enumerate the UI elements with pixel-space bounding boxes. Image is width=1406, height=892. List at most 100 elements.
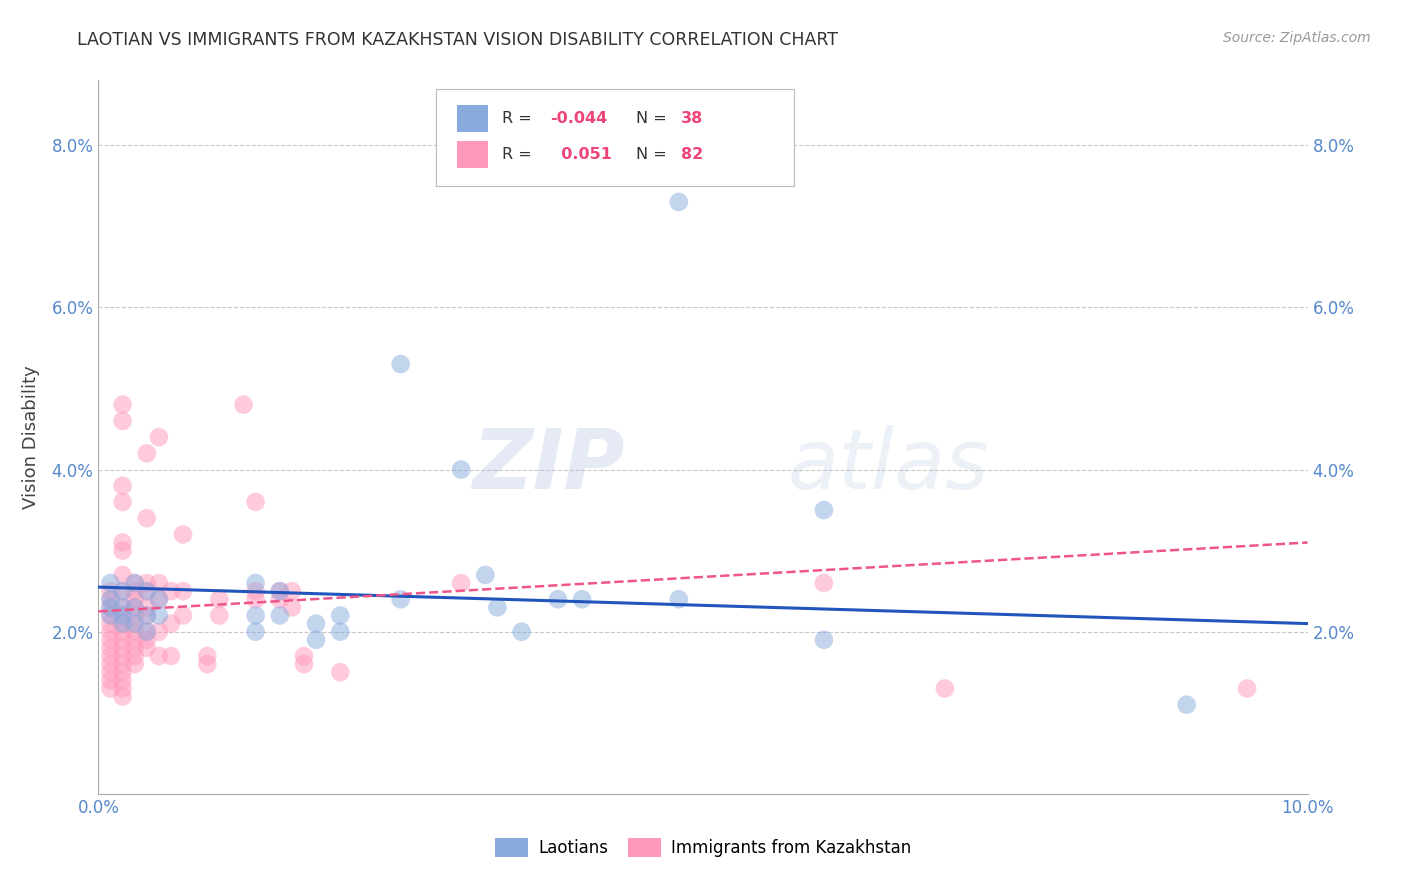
Point (100, 600, 122, 615)
Point (148, 648, 170, 663)
Point (269, 584, 291, 599)
Point (329, 665, 352, 680)
Point (124, 600, 146, 615)
Point (813, 576, 835, 591)
Point (135, 600, 157, 615)
Point (100, 632, 122, 647)
Point (111, 665, 134, 680)
Point (160, 584, 183, 599)
Point (100, 592, 122, 607)
Text: atlas: atlas (787, 425, 990, 506)
Point (124, 632, 146, 647)
Point (135, 608, 157, 623)
Point (172, 584, 194, 599)
Point (111, 632, 134, 647)
Point (111, 608, 134, 623)
Point (124, 576, 146, 591)
Point (111, 600, 134, 615)
Point (389, 357, 412, 371)
Point (111, 624, 134, 639)
Point (124, 648, 146, 663)
Point (111, 543, 134, 558)
Point (305, 632, 328, 647)
Point (813, 632, 835, 647)
Point (111, 584, 134, 599)
Point (668, 194, 690, 209)
Point (148, 430, 170, 444)
Point (172, 608, 194, 623)
Point (1236, 681, 1258, 696)
Point (135, 576, 157, 591)
Point (100, 681, 122, 696)
Point (450, 462, 472, 476)
Point (195, 657, 218, 672)
Point (111, 657, 134, 672)
Point (148, 624, 170, 639)
Point (208, 592, 231, 607)
Point (100, 584, 122, 599)
Y-axis label: Vision Disability: Vision Disability (22, 365, 41, 509)
Point (160, 616, 183, 631)
Point (148, 576, 170, 591)
Point (269, 592, 291, 607)
Point (111, 568, 134, 582)
Point (813, 503, 835, 517)
Point (100, 616, 122, 631)
Point (111, 414, 134, 428)
Point (100, 657, 122, 672)
Point (269, 584, 291, 599)
Point (510, 624, 533, 639)
Point (245, 584, 267, 599)
Point (100, 648, 122, 663)
Point (124, 624, 146, 639)
Point (148, 608, 170, 623)
Point (124, 592, 146, 607)
Text: LAOTIAN VS IMMIGRANTS FROM KAZAKHSTAN VISION DISABILITY CORRELATION CHART: LAOTIAN VS IMMIGRANTS FROM KAZAKHSTAN VI… (77, 31, 838, 49)
Point (135, 584, 157, 599)
Point (111, 616, 134, 631)
Point (547, 592, 569, 607)
Point (160, 648, 183, 663)
Point (329, 608, 352, 623)
Point (124, 616, 146, 631)
Point (124, 657, 146, 672)
Point (111, 608, 134, 623)
Point (135, 446, 157, 460)
Point (135, 608, 157, 623)
Point (100, 592, 122, 607)
Point (269, 608, 291, 623)
Point (135, 624, 157, 639)
Point (111, 479, 134, 493)
Text: N =: N = (636, 112, 672, 126)
Point (148, 592, 170, 607)
Point (124, 600, 146, 615)
Point (100, 608, 122, 623)
Point (111, 600, 134, 615)
Point (281, 600, 304, 615)
Point (100, 665, 122, 680)
Point (100, 673, 122, 688)
Point (148, 592, 170, 607)
Point (124, 616, 146, 631)
Point (305, 616, 328, 631)
Point (111, 673, 134, 688)
Point (111, 616, 134, 631)
Text: 38: 38 (681, 112, 703, 126)
Text: ZIP: ZIP (472, 425, 624, 506)
Point (124, 640, 146, 655)
Text: R =: R = (502, 147, 537, 161)
Point (474, 568, 496, 582)
Point (111, 648, 134, 663)
Point (135, 632, 157, 647)
Text: 82: 82 (681, 147, 703, 161)
Point (100, 600, 122, 615)
Point (486, 600, 509, 615)
Text: -0.044: -0.044 (550, 112, 607, 126)
Point (450, 576, 472, 591)
Point (100, 624, 122, 639)
Point (245, 576, 267, 591)
Point (111, 690, 134, 704)
Point (172, 527, 194, 541)
Point (135, 640, 157, 655)
Point (100, 576, 122, 591)
